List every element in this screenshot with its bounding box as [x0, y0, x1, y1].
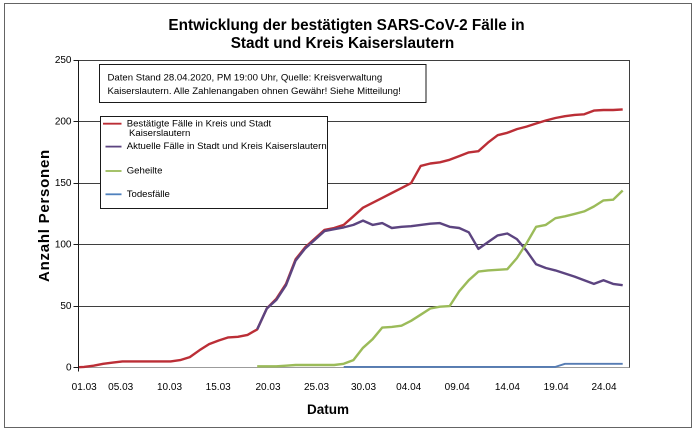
svg-text:Aktuelle Fälle in Stadt und Kr: Aktuelle Fälle in Stadt und Kreis Kaiser…: [127, 141, 327, 152]
svg-text:Datum: Datum: [307, 402, 349, 417]
svg-text:Bestätigte Fälle in Kreis und: Bestätigte Fälle in Kreis und Stadt: [127, 119, 272, 130]
svg-text:Todesfälle: Todesfälle: [127, 189, 170, 200]
svg-text:10.03: 10.03: [157, 382, 182, 393]
svg-text:05.03: 05.03: [108, 382, 133, 393]
svg-text:200: 200: [55, 117, 72, 128]
svg-text:25.03: 25.03: [304, 382, 329, 393]
svg-text:30.03: 30.03: [351, 382, 376, 393]
svg-text:Geheilte: Geheilte: [127, 165, 163, 176]
svg-text:50: 50: [60, 301, 72, 312]
svg-text:0: 0: [66, 363, 72, 374]
svg-text:Kaiserslautern: Kaiserslautern: [129, 128, 190, 139]
svg-text:20.03: 20.03: [255, 382, 280, 393]
svg-text:04.04: 04.04: [396, 382, 421, 393]
svg-text:Kaiserslautern. Alle Zahlenang: Kaiserslautern. Alle Zahlenangaben ohnen…: [108, 86, 401, 97]
svg-text:19.04: 19.04: [544, 382, 569, 393]
svg-text:01.03: 01.03: [72, 382, 97, 393]
svg-text:09.04: 09.04: [445, 382, 470, 393]
svg-text:Anzahl Personen: Anzahl Personen: [36, 149, 53, 282]
svg-text:150: 150: [55, 178, 72, 189]
svg-text:Entwicklung der bestätigten SA: Entwicklung der bestätigten SARS-CoV-2 F…: [168, 17, 524, 34]
svg-text:24.04: 24.04: [591, 382, 616, 393]
svg-text:100: 100: [55, 240, 72, 251]
svg-text:15.03: 15.03: [206, 382, 231, 393]
svg-text:Stadt und Kreis Kaiserslautern: Stadt und Kreis Kaiserslautern: [231, 35, 455, 52]
svg-text:250: 250: [55, 55, 72, 66]
svg-text:14.04: 14.04: [495, 382, 520, 393]
svg-text:Daten Stand 28.04.2020, PM 19:: Daten Stand 28.04.2020, PM 19:00 Uhr, Qu…: [108, 72, 383, 83]
